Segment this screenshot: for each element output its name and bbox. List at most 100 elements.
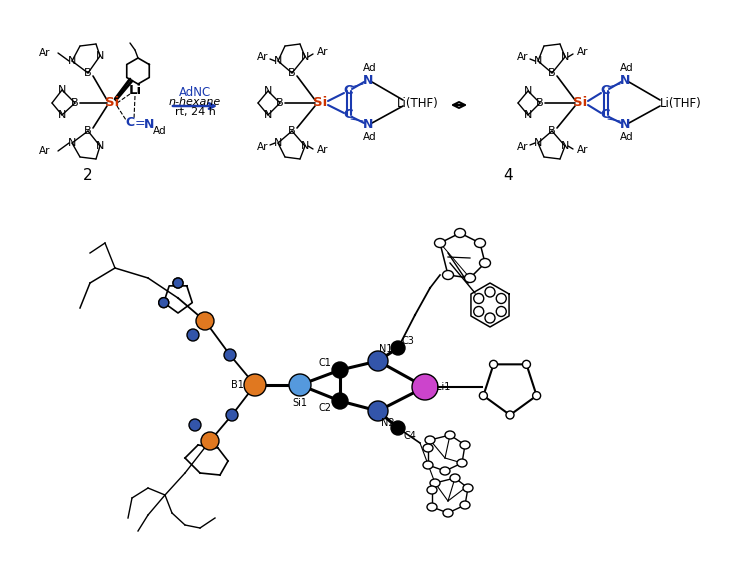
Text: N: N [534, 138, 542, 148]
Text: N: N [524, 110, 532, 120]
Text: N: N [561, 141, 569, 151]
Ellipse shape [434, 238, 445, 248]
Text: Si: Si [105, 97, 119, 110]
Text: N: N [363, 118, 374, 132]
Text: Li: Li [128, 85, 142, 97]
Text: B: B [288, 126, 296, 136]
Text: B: B [288, 68, 296, 78]
Text: N: N [68, 138, 76, 148]
Circle shape [523, 360, 530, 368]
Text: C2: C2 [319, 403, 332, 413]
Text: N: N [58, 85, 66, 95]
Text: B: B [84, 126, 92, 136]
Ellipse shape [479, 258, 490, 268]
Ellipse shape [463, 484, 473, 492]
Text: C: C [344, 85, 352, 97]
Circle shape [368, 401, 388, 421]
Ellipse shape [457, 459, 467, 467]
Circle shape [159, 298, 169, 308]
Ellipse shape [460, 501, 470, 509]
Text: C: C [600, 108, 610, 121]
Text: B: B [536, 98, 544, 108]
Text: Ad: Ad [153, 126, 166, 136]
Text: Ad: Ad [620, 63, 634, 73]
Circle shape [532, 392, 541, 400]
Ellipse shape [464, 273, 476, 283]
Ellipse shape [443, 509, 453, 517]
Text: B: B [276, 98, 284, 108]
Circle shape [474, 307, 484, 317]
Text: Ar: Ar [256, 52, 268, 62]
Circle shape [226, 409, 238, 421]
Ellipse shape [454, 229, 466, 237]
Text: =: = [135, 118, 146, 131]
Text: Ar: Ar [517, 52, 528, 62]
Text: N: N [144, 118, 154, 131]
Text: B: B [71, 98, 79, 108]
Circle shape [391, 341, 405, 355]
Circle shape [244, 374, 266, 396]
Ellipse shape [475, 238, 485, 248]
Text: B: B [548, 68, 556, 78]
Text: C4: C4 [404, 431, 416, 441]
Text: N1: N1 [380, 344, 393, 354]
Text: AdNC: AdNC [178, 86, 212, 99]
Ellipse shape [442, 271, 454, 279]
Circle shape [490, 360, 497, 368]
Circle shape [332, 393, 348, 409]
Circle shape [173, 278, 183, 288]
Text: N: N [620, 118, 630, 132]
Text: C3: C3 [401, 336, 415, 346]
Ellipse shape [440, 467, 450, 475]
Ellipse shape [425, 436, 435, 444]
Circle shape [485, 313, 495, 323]
Text: N: N [96, 51, 104, 61]
Text: 2: 2 [83, 167, 93, 182]
Ellipse shape [427, 486, 437, 494]
Text: Ad: Ad [620, 132, 634, 142]
Ellipse shape [423, 461, 433, 469]
Circle shape [496, 293, 506, 304]
Circle shape [474, 293, 484, 304]
Circle shape [224, 349, 236, 361]
Text: N: N [620, 73, 630, 86]
Text: Ar: Ar [317, 145, 328, 155]
Text: N: N [274, 56, 282, 66]
Text: N: N [58, 110, 66, 120]
Circle shape [332, 362, 348, 378]
Circle shape [506, 411, 514, 419]
Circle shape [479, 392, 488, 400]
Text: Si1: Si1 [292, 398, 308, 408]
Text: B1: B1 [230, 380, 244, 390]
Text: N: N [524, 86, 532, 96]
Circle shape [196, 312, 214, 330]
Ellipse shape [460, 441, 470, 449]
Text: N: N [264, 110, 272, 120]
Text: Ar: Ar [39, 146, 51, 156]
Text: B: B [84, 68, 92, 78]
Text: Ad: Ad [363, 132, 376, 142]
Circle shape [201, 432, 219, 450]
Ellipse shape [450, 474, 460, 482]
Text: N: N [96, 141, 104, 151]
Ellipse shape [430, 479, 440, 487]
Text: Ar: Ar [39, 48, 51, 58]
Text: Li(THF): Li(THF) [660, 97, 702, 110]
Text: N: N [264, 86, 272, 96]
Text: N: N [274, 138, 282, 148]
Text: B: B [548, 126, 556, 136]
Circle shape [485, 287, 495, 297]
Text: Ar: Ar [577, 47, 589, 57]
Text: 4: 4 [503, 167, 513, 182]
Circle shape [368, 351, 388, 371]
Text: n-hexane: n-hexane [169, 97, 221, 107]
Text: Ar: Ar [517, 142, 528, 152]
Text: Li(THF): Li(THF) [398, 97, 439, 110]
Text: Si: Si [313, 97, 327, 110]
Ellipse shape [423, 444, 433, 452]
Ellipse shape [445, 431, 455, 439]
Text: C: C [344, 108, 352, 121]
Text: N: N [301, 52, 309, 62]
Text: N2: N2 [381, 418, 394, 428]
Circle shape [496, 307, 506, 317]
